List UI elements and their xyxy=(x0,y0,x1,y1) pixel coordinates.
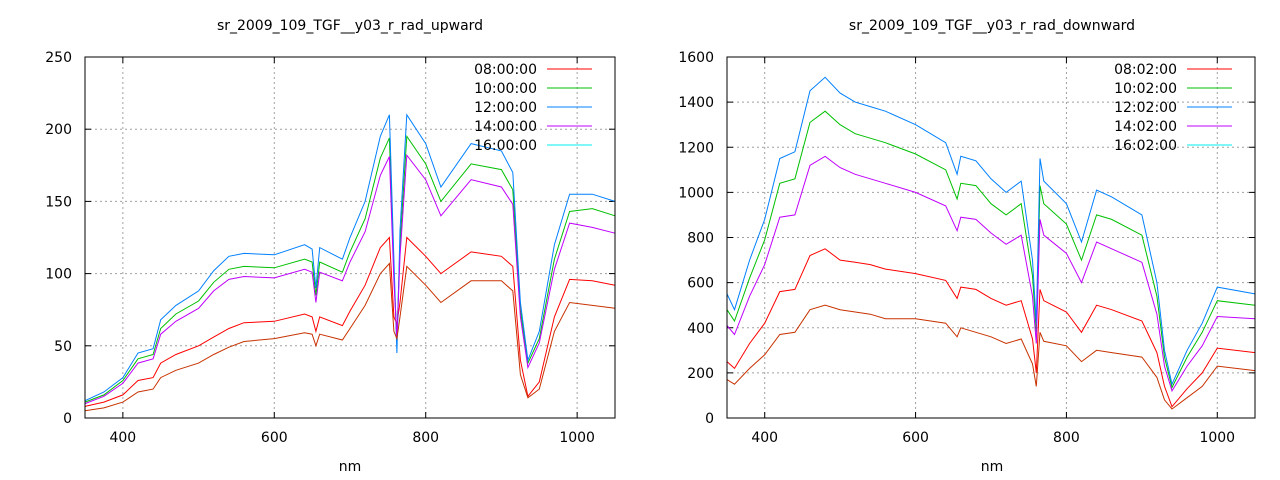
y-tick-label: 1600 xyxy=(678,50,714,66)
series-line-08-02-00 xyxy=(726,248,1256,408)
y-tick-label: 200 xyxy=(45,122,72,138)
x-tick-label: 800 xyxy=(412,430,439,446)
x-axis-label: nm xyxy=(981,459,1004,475)
x-tick-label: 600 xyxy=(902,430,929,446)
series-line-12-02-00 xyxy=(726,76,1256,386)
series-line-12-00-00 xyxy=(84,113,616,402)
y-tick-label: 1200 xyxy=(678,140,714,156)
series-line-10-02-00 xyxy=(726,110,1256,389)
x-tick-label: 400 xyxy=(751,430,778,446)
chart-title: sr_2009_109_TGF__y03_r_rad_upward xyxy=(217,18,483,34)
legend-label: 16:00:00 xyxy=(474,138,537,154)
y-tick-label: 50 xyxy=(54,339,72,355)
series-line-14-02-00 xyxy=(726,155,1256,393)
series-line-16-00-00 xyxy=(84,262,616,412)
chart-title: sr_2009_109_TGF__y03_r_rad_downward xyxy=(849,18,1135,34)
legend-label: 12:02:00 xyxy=(1114,100,1177,116)
legend-label: 10:02:00 xyxy=(1114,81,1177,97)
chart-upward: sr_2009_109_TGF__y03_r_rad_upward nm 0 50… xyxy=(45,18,616,475)
plot-frame xyxy=(84,56,616,419)
chart-downward: sr_2009_109_TGF__y03_r_rad_downward nm 0… xyxy=(678,18,1256,475)
y-tick-label: 1400 xyxy=(678,95,714,111)
legend-label: 16:02:00 xyxy=(1114,138,1177,154)
legend-label: 10:00:00 xyxy=(474,81,537,97)
y-tick-label: 600 xyxy=(687,276,714,292)
y-tick-label: 1000 xyxy=(678,185,714,201)
y-tick-label: 100 xyxy=(45,267,72,283)
y-tick-label: 0 xyxy=(63,411,72,427)
y-tick-label: 200 xyxy=(687,366,714,382)
legend-label: 14:02:00 xyxy=(1114,119,1177,135)
legend-label: 12:00:00 xyxy=(474,100,537,116)
x-tick-label: 1000 xyxy=(559,430,595,446)
series-line-10-00-00 xyxy=(84,134,616,403)
y-tick-label: 150 xyxy=(45,194,72,210)
x-tick-label: 1000 xyxy=(1199,430,1235,446)
y-tick-label: 250 xyxy=(45,50,72,66)
legend-label: 08:02:00 xyxy=(1114,62,1177,78)
y-tick-label: 800 xyxy=(687,231,714,247)
y-tick-label: 400 xyxy=(687,321,714,337)
x-tick-label: 600 xyxy=(261,430,288,446)
legend-label: 08:00:00 xyxy=(474,62,537,78)
y-tick-label: 0 xyxy=(705,411,714,427)
x-tick-label: 400 xyxy=(109,430,136,446)
series-line-08-00-00 xyxy=(84,236,616,407)
series-line-16-02-00 xyxy=(726,304,1256,410)
x-tick-label: 800 xyxy=(1053,430,1080,446)
legend-label: 14:00:00 xyxy=(474,119,537,135)
plot-frame xyxy=(726,56,1256,419)
series-line-14-00-00 xyxy=(84,153,616,405)
x-axis-label: nm xyxy=(339,459,362,475)
